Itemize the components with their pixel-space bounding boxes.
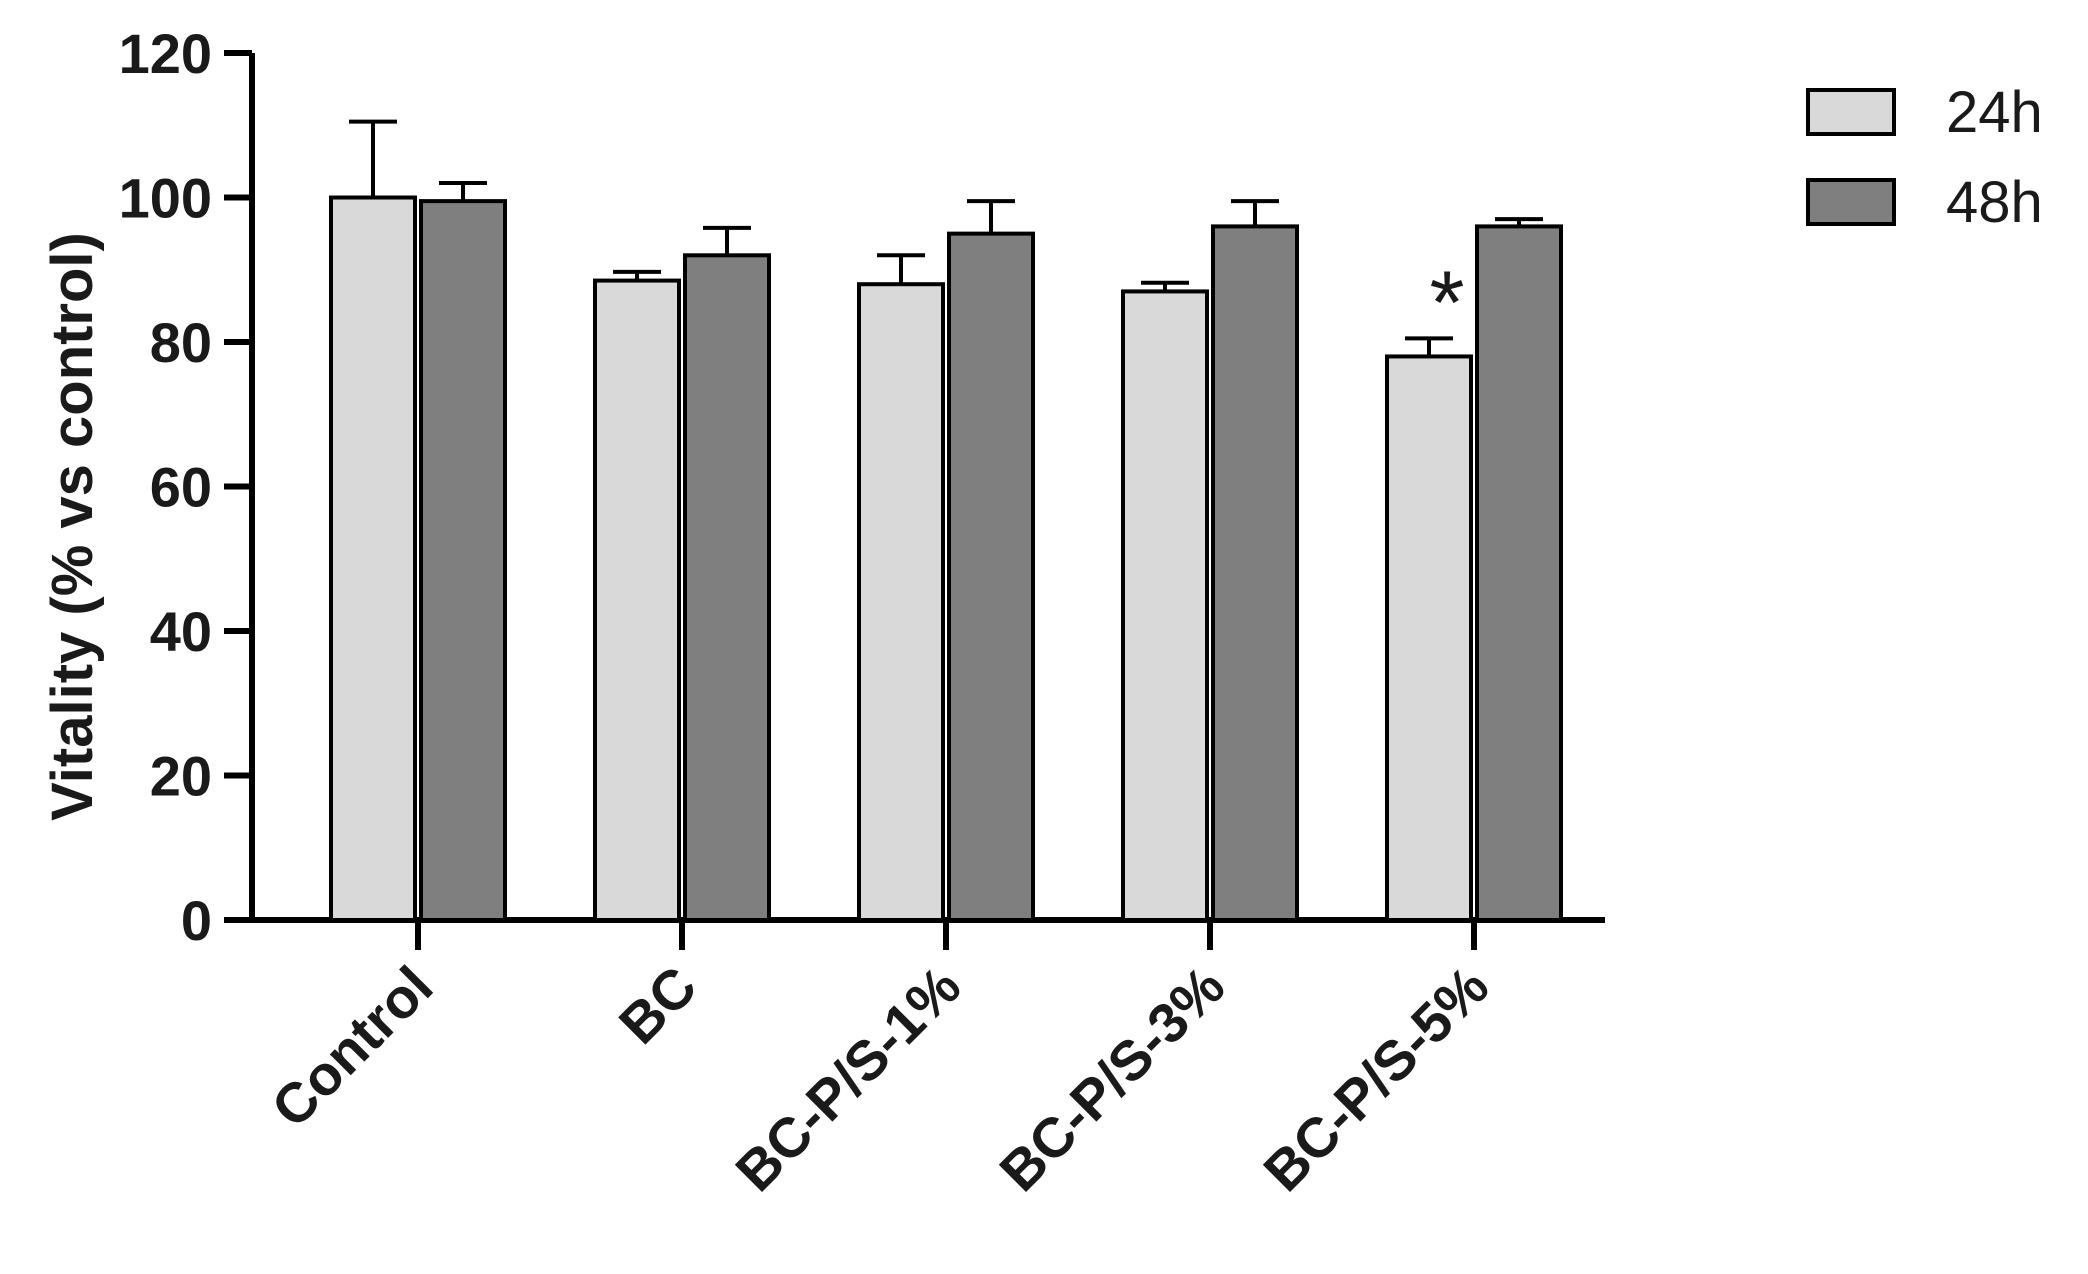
bar-24h xyxy=(1385,354,1473,922)
bar-24h xyxy=(1121,289,1209,922)
bar-24h xyxy=(857,282,945,922)
y-tick-label: 0 xyxy=(181,889,212,952)
y-tick-label: 80 xyxy=(150,311,212,374)
annotations: * xyxy=(1429,253,1464,353)
bar-24h xyxy=(593,278,681,922)
y-tick-label: 40 xyxy=(150,600,212,663)
legend-label-24h: 24h xyxy=(1946,80,2043,145)
bar-48h xyxy=(947,231,1035,922)
bar-48h xyxy=(1211,224,1299,922)
legend-swatch-24h xyxy=(1806,88,1896,136)
legend-swatch-48h xyxy=(1806,178,1896,226)
y-tick-label: 60 xyxy=(150,456,212,519)
y-tick-label: 100 xyxy=(119,167,212,230)
x-tick-label: BC xyxy=(607,954,709,1056)
bar-48h xyxy=(1475,224,1563,922)
bar-24h xyxy=(329,195,417,922)
y-tick-label: 20 xyxy=(150,745,212,808)
bar-48h xyxy=(683,253,771,923)
x-tick-label: BC-P/S-3% xyxy=(987,954,1236,1203)
bars xyxy=(329,195,1563,923)
y-tick-label: 120 xyxy=(119,22,212,85)
bar-48h xyxy=(419,199,507,923)
significance-star: * xyxy=(1429,253,1464,353)
x-tick-label: BC-P/S-5% xyxy=(1251,954,1500,1203)
y-axis-title: Vitality (% vs control) xyxy=(40,232,105,821)
x-tick-label: BC-P/S-1% xyxy=(723,954,972,1203)
x-tick-label: Control xyxy=(259,954,444,1139)
legend-label-48h: 48h xyxy=(1946,170,2043,235)
error-bars xyxy=(349,119,1543,357)
